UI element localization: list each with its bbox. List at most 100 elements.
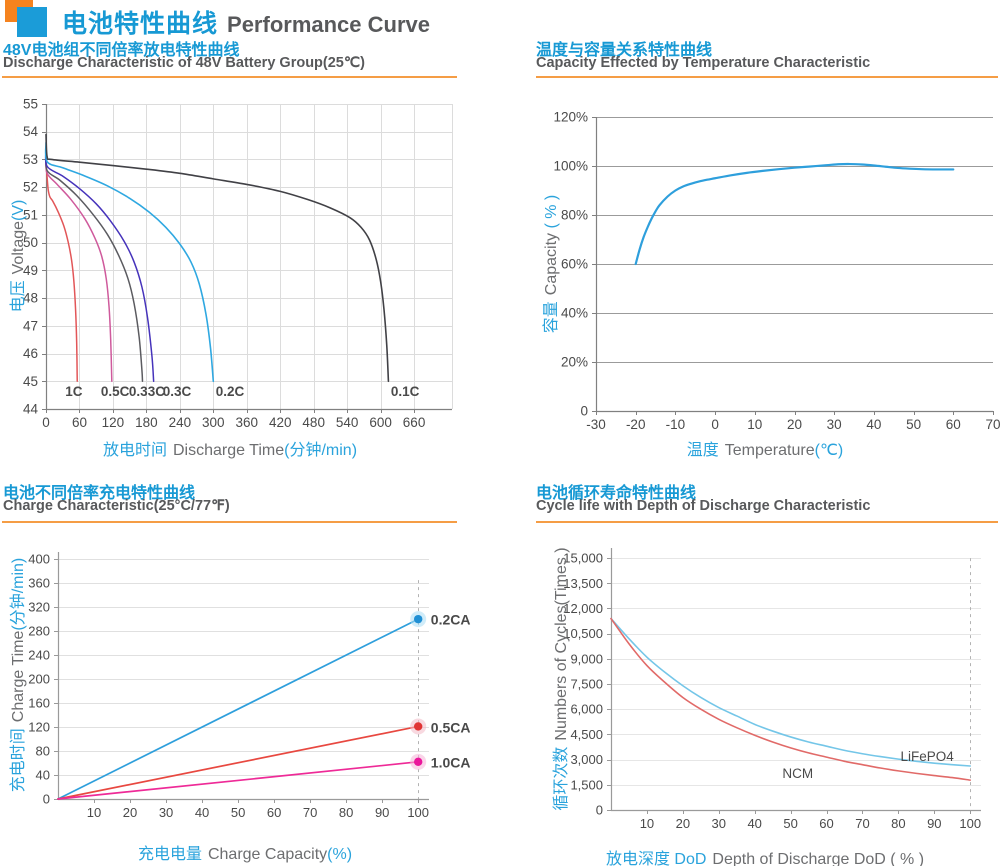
temperature-x-title-unit: (℃) (814, 442, 844, 459)
y-tick-label: 400 (28, 552, 50, 567)
x-tick-label: 30 (827, 417, 842, 432)
x-tick-label: 240 (169, 415, 192, 430)
marker-0.2CA (413, 614, 423, 624)
x-tick-label: -10 (666, 417, 686, 432)
x-tick-label: 120 (102, 415, 125, 430)
temperature-chart: -30 -20 -10 0 10 20 30 40 50 60 70 0 20% 40% 60% 80% 100… (553, 110, 1000, 433)
y-tick-label: 160 (28, 696, 50, 711)
temperature-section-divider (536, 76, 998, 78)
x-tick-label: 60 (267, 805, 281, 820)
x-tick-label: 100 (407, 805, 429, 820)
page-title: 电池特性曲线 Performance Curve (62, 0, 430, 40)
temperature-section-title-en: Capacity Effected by Temperature Charact… (536, 55, 871, 71)
y-tick-label: 44 (23, 402, 39, 417)
x-tick-label: 50 (906, 417, 921, 432)
y-tick-label: 6,000 (570, 702, 603, 717)
x-tick-label: 60 (72, 415, 87, 430)
series-1.0CA (57, 760, 420, 800)
charge-y-axis-title: 充电时间 Charge Time(分钟/min) (4, 558, 28, 793)
cycle-section-title-zh: 电池循环寿命特性曲线 (536, 485, 697, 502)
charge-x-title-en: Charge Capacity (207, 846, 328, 863)
temperature-y-axis-title: 容量 Capacity ( % ) (537, 195, 561, 333)
y-tick-label: 1,500 (570, 777, 603, 792)
y-tick-label: 10,500 (563, 626, 603, 641)
temperature-y-title-zh: 容量 (543, 301, 560, 334)
y-tick-label: 52 (23, 180, 38, 195)
y-tick-label: 320 (28, 600, 50, 615)
marker-0.5CA (413, 722, 423, 731)
series-0.1C (45, 133, 390, 383)
y-tick-label: 360 (28, 576, 50, 591)
y-tick-label: 13,500 (563, 576, 603, 591)
y-tick-label: 0 (580, 404, 588, 419)
charge-y-title-en: Charge Time (10, 630, 27, 723)
y-tick-label: 49 (23, 263, 38, 278)
x-tick-label: 90 (375, 805, 389, 820)
x-tick-label: 660 (403, 415, 426, 430)
y-tick-label: 47 (23, 318, 38, 333)
y-tick-label: 7,500 (570, 677, 603, 692)
curve-label-1.0CA: 1.0CA (431, 755, 471, 771)
x-tick-label: 70 (985, 417, 1000, 432)
x-tick-label: 60 (946, 417, 961, 432)
y-tick-label: 50 (23, 235, 38, 250)
y-tick-label: 80% (561, 208, 588, 223)
series-capacity-vs-temperature (634, 162, 955, 266)
y-tick-label: 3,000 (570, 752, 603, 767)
discharge-chart: 0 60 120 180 240 300 360 420 480 540 600 660 44 45 46 4… (23, 97, 453, 430)
charge-x-title-unit: (%) (327, 846, 353, 863)
temperature-y-title-en: Capacity (543, 232, 560, 296)
x-tick-label: 80 (891, 816, 905, 831)
discharge-section-title-zh: 48V电池组不同倍率放电特性曲线 (3, 42, 240, 59)
curve-label-LiFePO4: LiFePO4 (900, 749, 954, 764)
series-0.33C (45, 153, 144, 383)
curve-label-0.5C: 0.5C (101, 384, 130, 399)
x-tick-label: 180 (135, 415, 158, 430)
x-tick-label: 0 (711, 417, 719, 432)
x-tick-label: 70 (303, 805, 317, 820)
y-tick-label: 100% (553, 159, 588, 174)
y-tick-label: 45 (23, 374, 38, 389)
x-tick-label: 30 (712, 816, 726, 831)
x-tick-label: 480 (302, 415, 325, 430)
y-tick-label: 53 (23, 152, 38, 167)
discharge-x-axis-title: 放电时间 Discharge Time(分钟/min) (0, 436, 460, 460)
page-title-zh: 电池特性曲线 (62, 10, 219, 38)
page-title-en: Performance Curve (227, 12, 430, 37)
x-tick-label: 20 (123, 805, 137, 820)
x-tick-label: 90 (927, 816, 941, 831)
cycle-y-title-en: Numbers of Cycles (553, 605, 570, 741)
x-tick-label: 0 (42, 415, 50, 430)
cycle-chart: 10 20 30 40 50 60 70 80 90 100 0 1,500 3,000 4,500 6,0… (563, 548, 981, 831)
y-tick-label: 9,000 (570, 651, 603, 666)
y-tick-label: 80 (36, 744, 50, 759)
x-tick-label: 40 (747, 816, 761, 831)
cycle-y-title-unit: (Times ) (553, 547, 570, 606)
x-tick-label: 20 (787, 417, 802, 432)
y-tick-label: 120% (553, 110, 588, 125)
y-tick-label: 48 (23, 291, 38, 306)
discharge-y-title-en: Voltage (10, 220, 27, 275)
y-tick-label: 55 (23, 97, 38, 112)
temperature-x-title-zh: 温度 (686, 442, 719, 459)
y-tick-label: 4,500 (570, 727, 603, 742)
y-tick-label: 54 (23, 124, 39, 139)
temperature-x-axis-title: 温度 Temperature(℃) (530, 436, 1000, 460)
marker-1.0CA (413, 757, 423, 767)
curve-label-0.3C: 0.3C (163, 384, 192, 399)
curve-label-1C: 1C (65, 384, 83, 399)
temperature-section-title-zh: 温度与容量关系特性曲线 (536, 42, 713, 59)
discharge-y-title-unit: (V) (10, 199, 27, 221)
y-tick-label: 20% (561, 355, 588, 370)
cycle-section-title-en: Cycle life with Depth of Discharge Chara… (536, 498, 871, 514)
x-tick-label: 300 (202, 415, 225, 430)
x-tick-label: -20 (626, 417, 646, 432)
y-tick-label: 15,000 (563, 551, 603, 566)
x-tick-label: 20 (676, 816, 690, 831)
discharge-x-title-en: Discharge Time (172, 442, 285, 459)
y-tick-label: 40% (561, 306, 588, 321)
series-0.2C (44, 142, 215, 383)
x-tick-label: 30 (159, 805, 173, 820)
curve-label-NCM: NCM (782, 766, 813, 781)
